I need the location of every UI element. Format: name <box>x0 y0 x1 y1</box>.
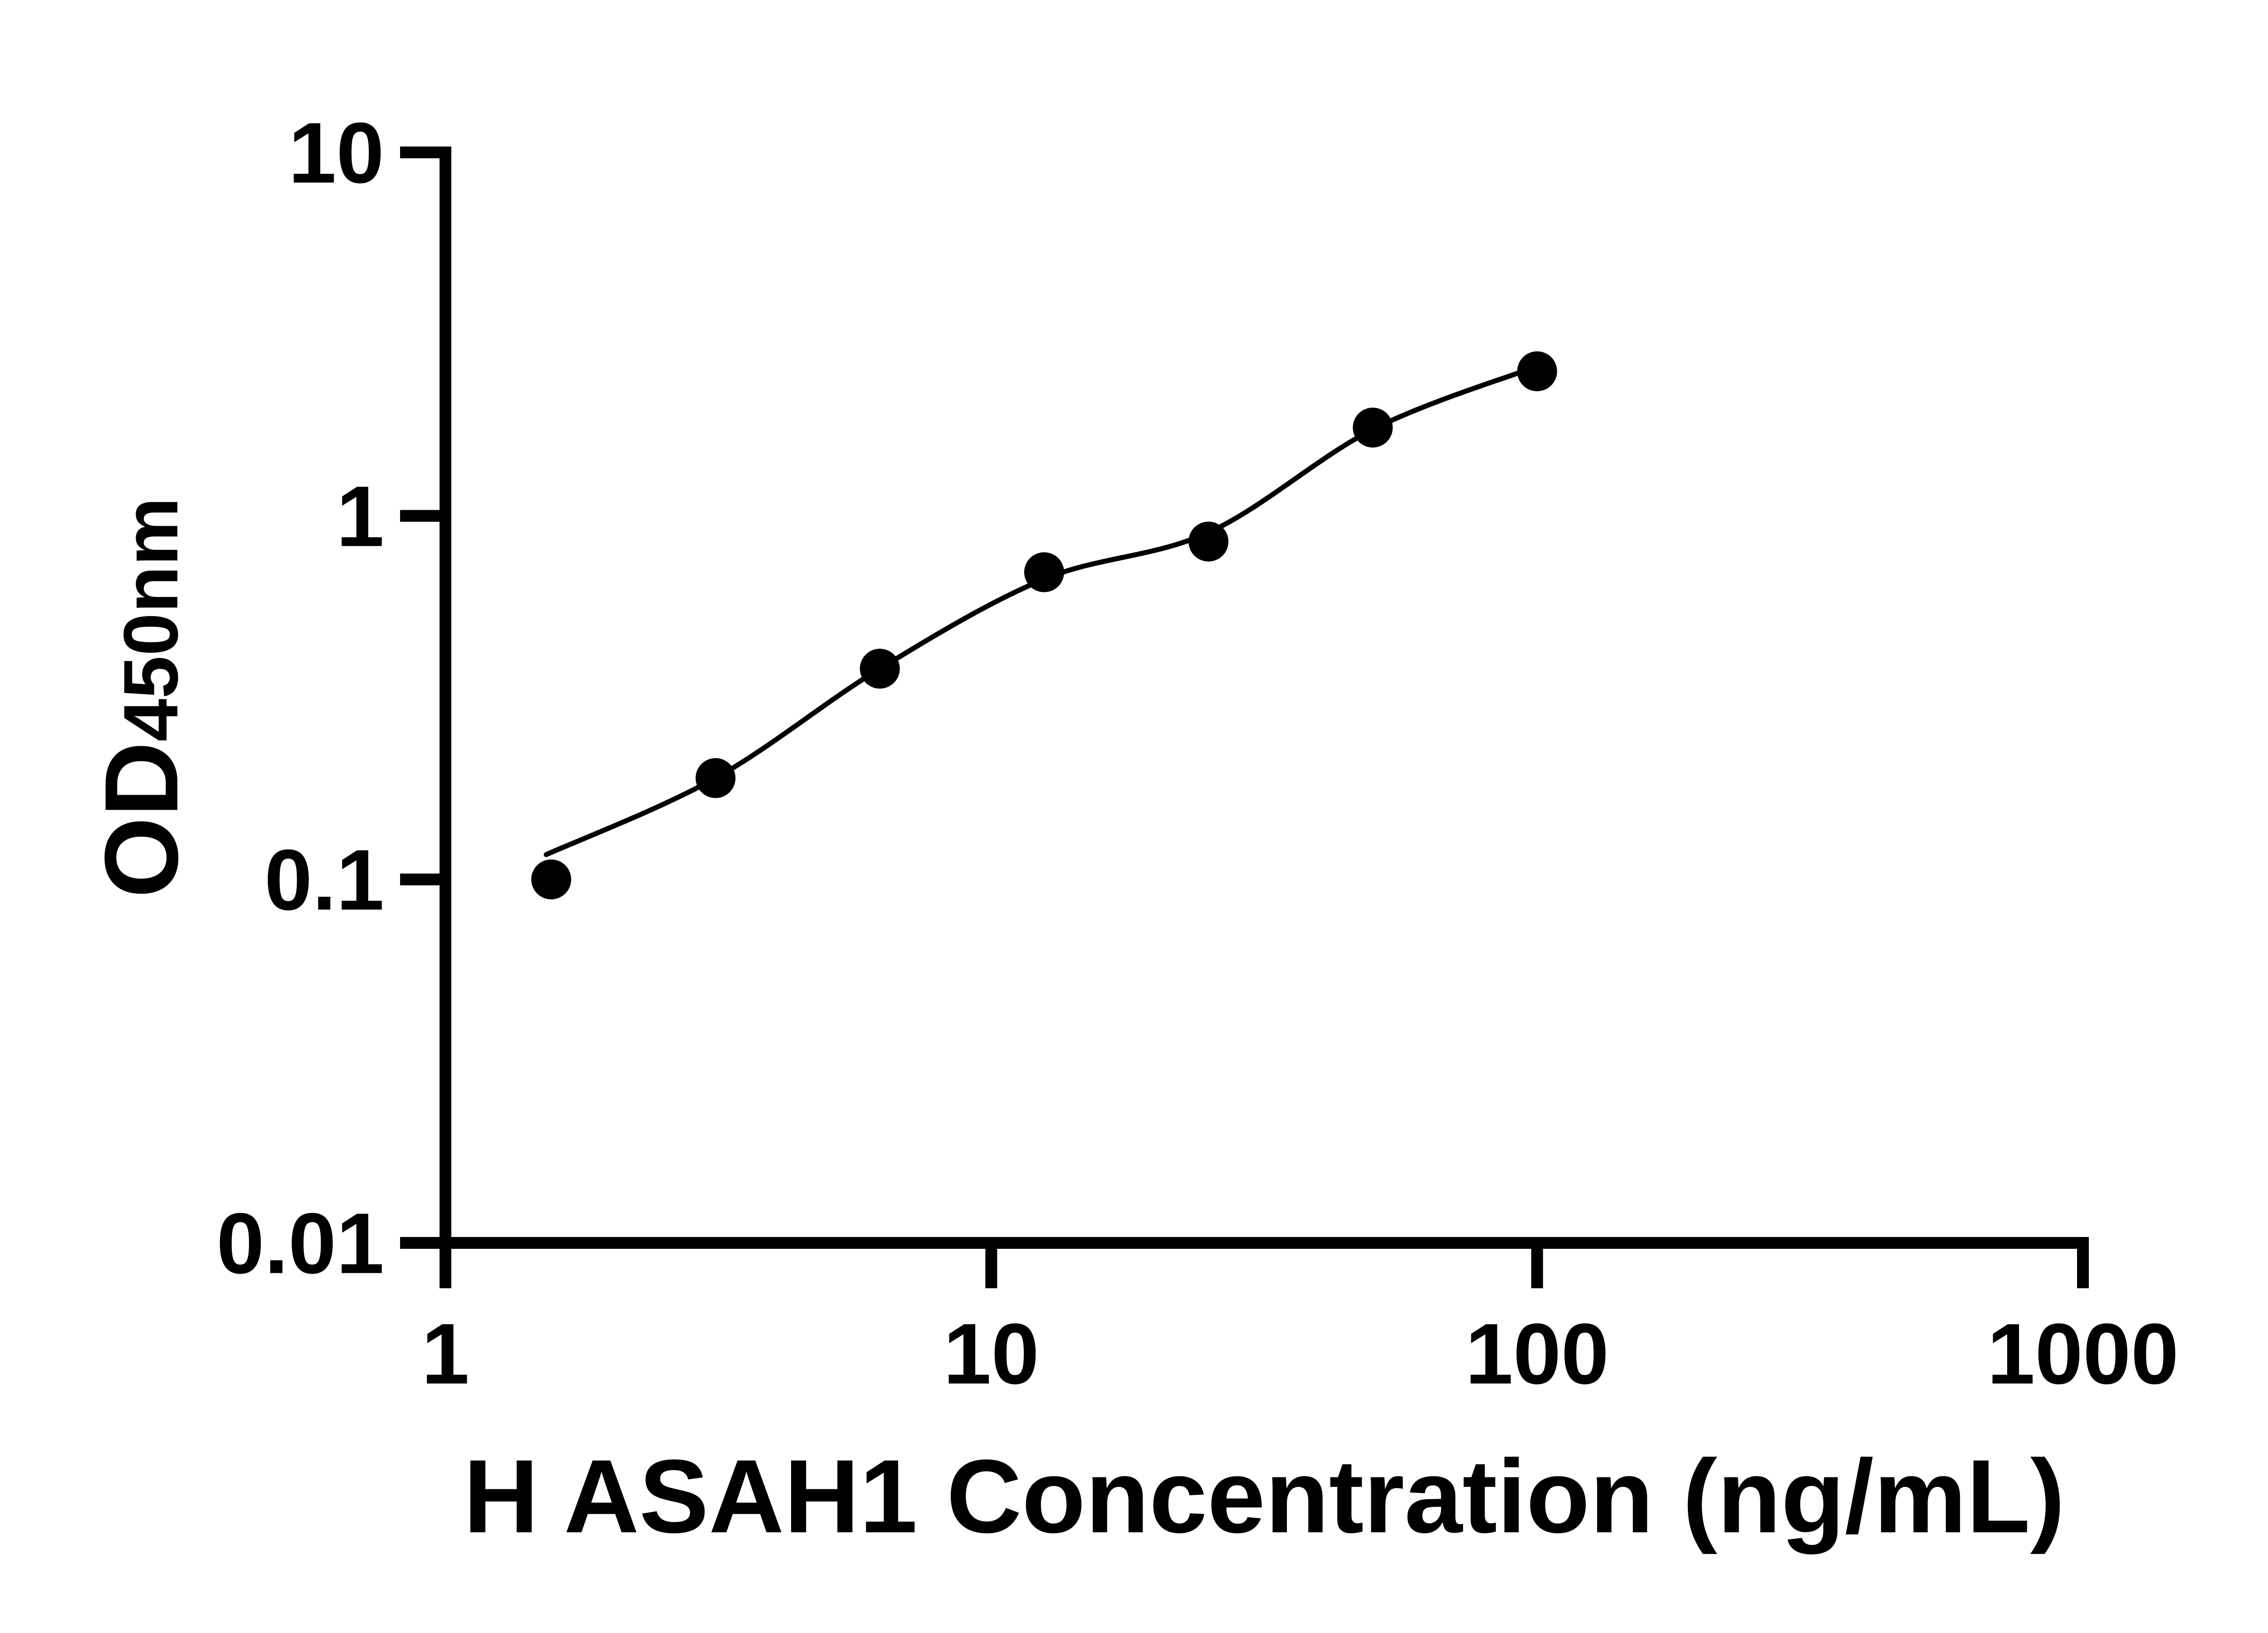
y-axis-title-main: OD <box>83 742 200 898</box>
y-tick-label: 0.01 <box>216 1196 384 1292</box>
data-point <box>695 758 736 798</box>
data-point <box>1188 521 1229 562</box>
y-axis-title-sub: 450nm <box>108 497 194 742</box>
data-point <box>1024 552 1064 592</box>
x-axis-title: H ASAH1 Concentration (ng/mL) <box>464 1438 2065 1555</box>
data-point <box>1517 351 1557 391</box>
data-point <box>860 649 900 689</box>
x-tick-label: 10 <box>943 1306 1039 1402</box>
y-tick-label: 0.1 <box>264 832 384 928</box>
x-tick-label: 1 <box>421 1306 469 1402</box>
x-tick-label: 1000 <box>1987 1306 2179 1402</box>
y-tick-label: 10 <box>288 105 384 201</box>
y-axis-title: OD450nm <box>83 497 200 898</box>
data-point <box>1353 407 1393 448</box>
y-tick-label: 1 <box>336 469 384 565</box>
data-point <box>531 859 572 900</box>
x-tick-label: 100 <box>1465 1306 1609 1402</box>
